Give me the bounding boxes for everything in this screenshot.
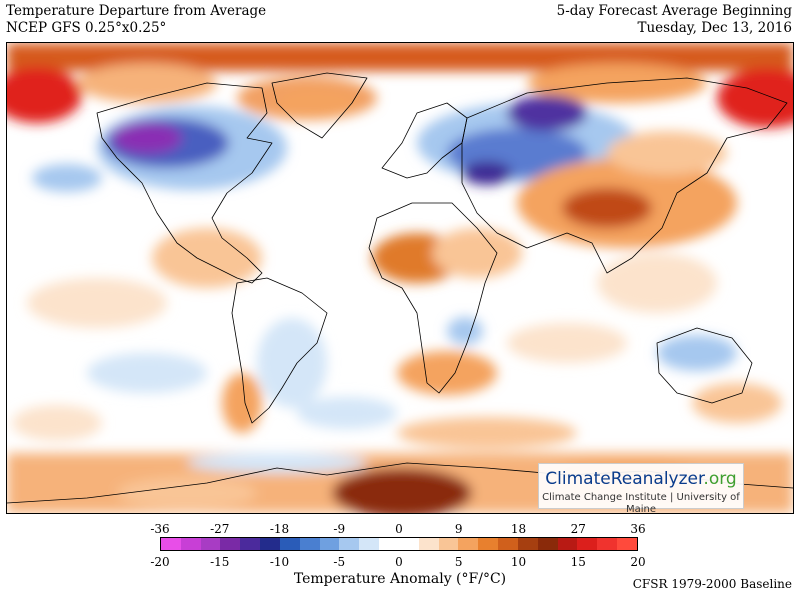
colorbar-segment [438,538,459,550]
tick-label-celsius: -20 [150,555,170,569]
australia-outline [656,327,753,404]
colorbar-segment [557,538,578,550]
colorbar-segment [180,538,201,550]
tick-label-celsius: -5 [333,555,346,569]
colorbar-segment [339,538,360,550]
map-title: Temperature Departure from Average [6,3,267,19]
tick-label-fahrenheit: -27 [210,522,230,536]
colorbar-segment [359,538,380,550]
tick-label-fahrenheit: -36 [150,522,170,536]
colorbar-segment [319,538,340,550]
colorbar-segment [537,538,558,550]
colorbar-segment [161,538,181,550]
colorbar-segment [260,538,280,550]
south-america-outline [231,277,328,424]
world-map [6,42,794,514]
colorbar-segment [240,538,261,550]
brand-watermark: ClimateReanalyzer.org Climate Change Ins… [538,463,744,515]
forecast-date: Tuesday, Dec 13, 2016 [637,20,792,36]
brand-name-part1: ClimateReanalyzer [545,469,704,489]
colorbar-segment [299,538,320,550]
tick-label-fahrenheit: 27 [570,522,586,536]
anomaly-shading [7,43,793,513]
colorbar-segment [200,538,221,550]
tick-label-celsius: 10 [510,555,527,569]
greenland-outline [271,72,368,139]
baseline-note: CFSR 1979-2000 Baseline [632,577,792,591]
colorbar-segment [220,538,241,550]
tick-label-fahrenheit: -9 [333,522,346,536]
brand-name-part2: .org [703,469,737,489]
tick-label-celsius: -15 [210,555,230,569]
brand-subtitle: Climate Change Institute | University of… [542,492,740,515]
tick-label-celsius: 15 [570,555,586,569]
tick-label-fahrenheit: 18 [510,522,527,536]
tick-label-celsius: 5 [454,555,463,569]
colorbar-segment [478,538,499,550]
colorbar-segment [498,538,518,550]
colorbar-segment [577,538,598,550]
colorbar-segment [418,538,439,550]
asia-outline [461,77,788,274]
colorbar-segment [398,538,419,550]
brand-name: ClimateReanalyzer.org [539,469,743,489]
tick-label-celsius: -10 [269,555,290,569]
tick-label-fahrenheit: 36 [630,522,646,536]
legend-colorbar [160,537,638,551]
colorbar-segment [517,538,538,550]
tick-label-celsius: 20 [630,555,646,569]
africa-outline [368,202,498,394]
colorbar-segment [597,538,618,550]
tick-label-fahrenheit: -18 [269,522,290,536]
colorbar-segment [458,538,479,550]
north-america-outline [96,82,273,284]
tick-label-celsius: 0 [395,555,403,569]
tick-label-fahrenheit: 9 [454,522,463,536]
model-label: NCEP GFS 0.25°x0.25° [6,20,167,36]
tick-label-fahrenheit: 0 [395,522,403,536]
colorbar-segment [279,538,300,550]
colorbar-segment [617,538,637,550]
colorbar-segment [379,538,399,550]
anomaly-map-graphic [7,43,793,513]
legend-label: Temperature Anomaly (°F/°C) [293,571,507,587]
forecast-label: 5-day Forecast Average Beginning [556,3,792,19]
